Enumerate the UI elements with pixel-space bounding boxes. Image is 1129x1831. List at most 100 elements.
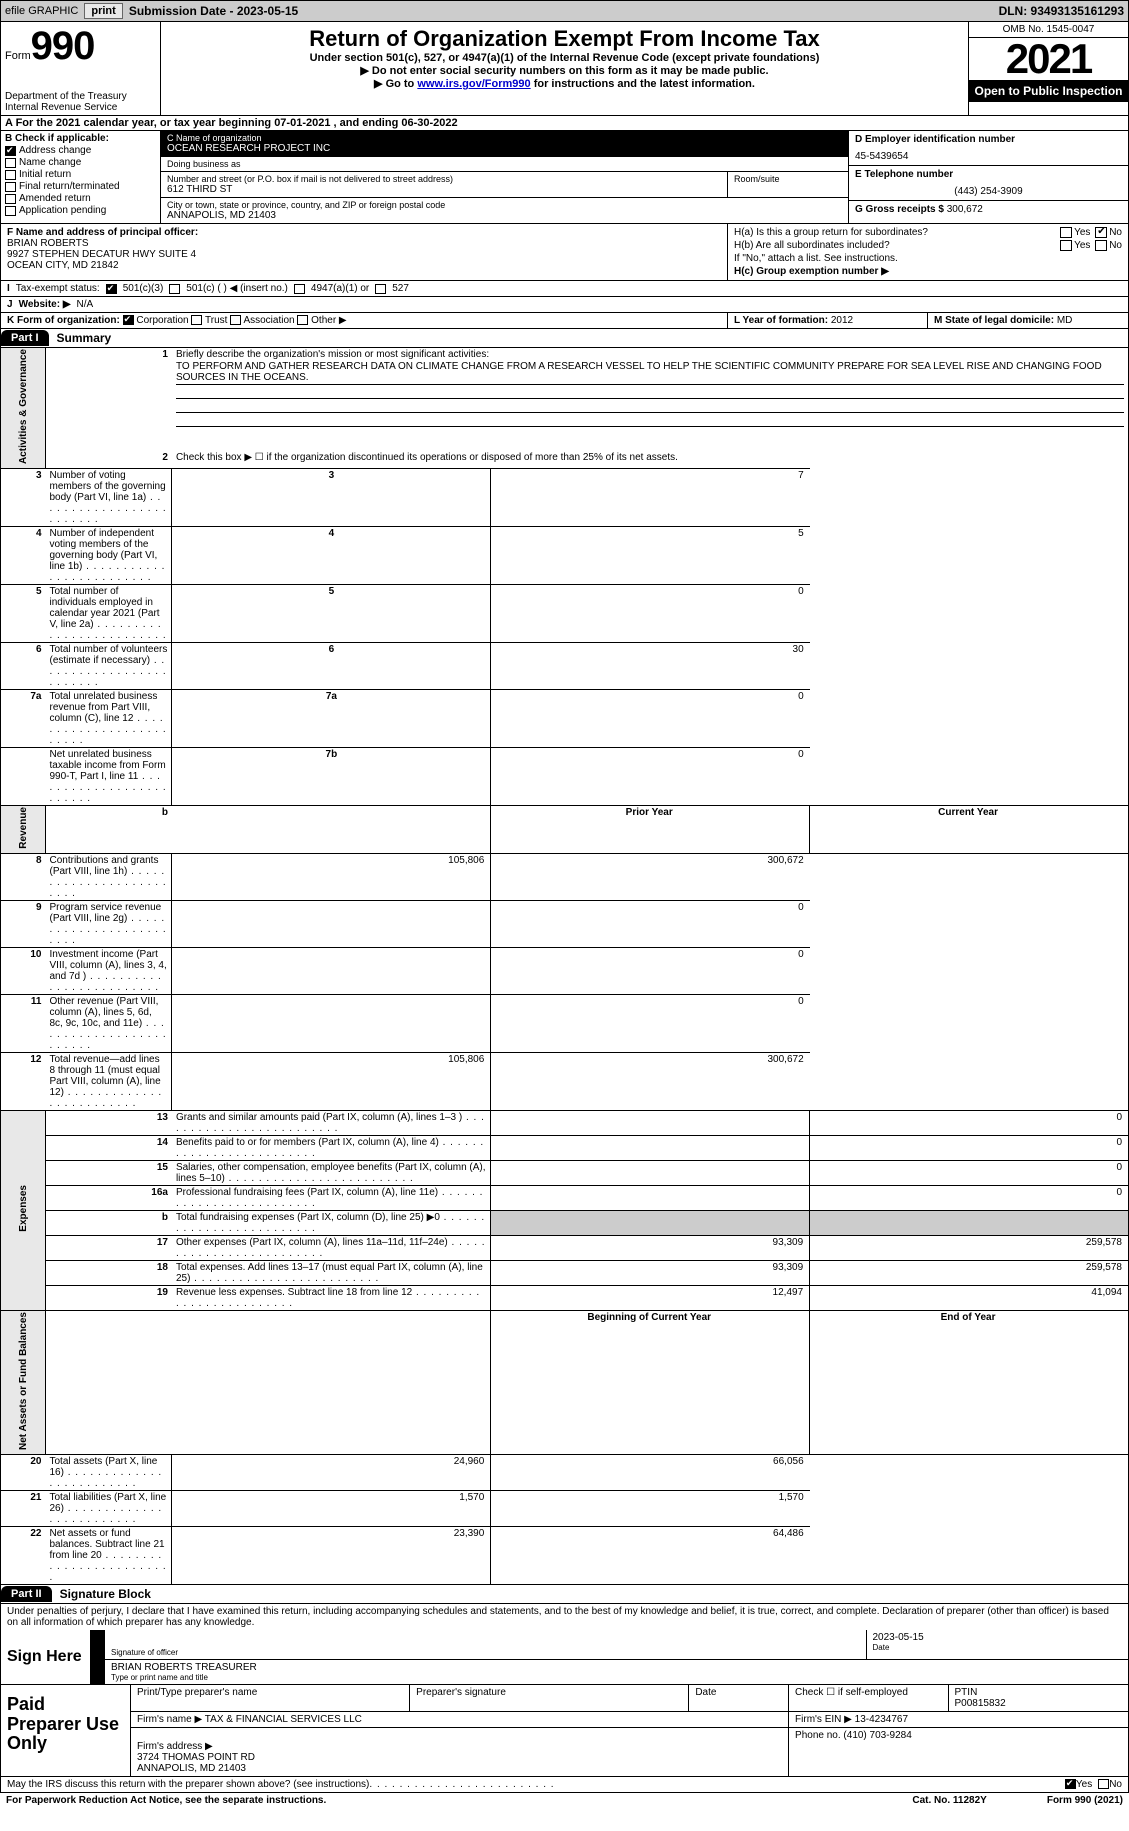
box-b-label: B Check if applicable: (5, 133, 156, 144)
efile-label: efile GRAPHIC (5, 5, 78, 17)
4947-checkbox[interactable] (294, 284, 305, 294)
dba-label: Doing business as (167, 159, 842, 169)
part2-badge: Part II (1, 1586, 52, 1602)
boxb-item-label: Address change (19, 145, 91, 156)
form-header-right: OMB No. 1545-0047 2021 Open to Public In… (968, 22, 1128, 115)
hb-yes-checkbox[interactable] (1060, 240, 1072, 251)
top-bar: efile GRAPHIC print Submission Date - 20… (0, 0, 1129, 22)
hb-no-checkbox[interactable] (1095, 240, 1107, 251)
box-f: F Name and address of principal officer:… (1, 224, 728, 280)
ha-label: H(a) Is this a group return for subordin… (734, 227, 928, 238)
mission-text: TO PERFORM AND GATHER RESEARCH DATA ON C… (176, 360, 1124, 385)
irs-link[interactable]: www.irs.gov/Form990 (417, 78, 530, 90)
527-checkbox[interactable] (375, 284, 386, 294)
pp-check-label: Check ☐ if self-employed (795, 1687, 908, 1698)
sig-date-value: 2023-05-15 (873, 1632, 1123, 1643)
form-subtitle-3: ▶ Go to www.irs.gov/Form990 for instruct… (167, 77, 962, 90)
form-header-center: Return of Organization Exempt From Incom… (161, 22, 968, 115)
section-bcd: B Check if applicable: Address changeNam… (0, 131, 1129, 224)
goto-post: for instructions and the latest informat… (531, 78, 755, 90)
website-label: Website: ▶ (19, 299, 71, 310)
website-value: N/A (77, 299, 94, 310)
hdr-prior: Prior Year (491, 806, 810, 854)
print-button[interactable]: print (84, 3, 122, 19)
box-h: H(a) Is this a group return for subordin… (728, 224, 1128, 280)
city-value: ANNAPOLIS, MD 21403 (167, 210, 842, 221)
opt-corp: Corporation (136, 315, 188, 326)
boxb-item-label: Amended return (19, 193, 91, 204)
summary-table: Activities & Governance 1 Briefly descri… (0, 348, 1129, 1585)
discuss-no-checkbox[interactable] (1098, 1779, 1109, 1789)
corp-checkbox[interactable] (123, 315, 134, 325)
boxb-checkbox[interactable] (5, 158, 16, 168)
boxb-checkbox[interactable] (5, 206, 16, 216)
hdr-boy: Beginning of Current Year (491, 1310, 810, 1454)
part2-title: Signature Block (52, 1585, 159, 1603)
year-formation-value: 2012 (831, 315, 853, 326)
addr-value: 612 THIRD ST (167, 184, 721, 195)
q1-label: Briefly describe the organization's miss… (176, 349, 489, 360)
state-domicile-label: M State of legal domicile: (934, 315, 1054, 326)
sig-date-label: Date (873, 1643, 1123, 1652)
sig-officer-label: Signature of officer (111, 1648, 860, 1657)
q2-text: Check this box ▶ ☐ if the organization d… (172, 451, 1129, 468)
pp-ptin-label: PTIN (955, 1687, 978, 1698)
boxb-checkbox[interactable] (5, 182, 16, 192)
501c3-checkbox[interactable] (106, 284, 117, 294)
firm-name-value: TAX & FINANCIAL SERVICES LLC (205, 1714, 362, 1725)
boxb-item: Amended return (5, 193, 156, 204)
ha-yes-checkbox[interactable] (1060, 227, 1072, 238)
pp-date-label: Date (695, 1687, 716, 1698)
paid-preparer-block: Paid Preparer Use Only Print/Type prepar… (0, 1685, 1129, 1777)
section-fgh: F Name and address of principal officer:… (0, 224, 1129, 281)
firm-phone-label: Phone no. (795, 1730, 841, 1741)
dept-label: Department of the Treasury Internal Reve… (5, 91, 156, 113)
form-title: Return of Organization Exempt From Incom… (167, 26, 962, 52)
hdr-eoy: End of Year (810, 1310, 1129, 1454)
paid-preparer-label: Paid Preparer Use Only (1, 1685, 131, 1776)
ein-label: D Employer identification number (855, 134, 1122, 145)
501c-checkbox[interactable] (169, 284, 180, 294)
footer-final: For Paperwork Reduction Act Notice, see … (0, 1793, 1129, 1808)
boxb-item-label: Final return/terminated (19, 181, 120, 192)
boxb-checkbox[interactable] (5, 146, 16, 156)
trust-checkbox[interactable] (191, 315, 202, 325)
discuss-yes-checkbox[interactable] (1065, 1779, 1076, 1789)
part1-title: Summary (49, 329, 120, 347)
form-word: Form (5, 50, 31, 62)
opt-other: Other ▶ (311, 315, 346, 326)
city-label: City or town, state or province, country… (167, 200, 842, 210)
state-domicile-value: MD (1057, 315, 1073, 326)
other-checkbox[interactable] (297, 315, 308, 325)
boxb-checkbox[interactable] (5, 170, 16, 180)
hc-label: H(c) Group exemption number ▶ (734, 266, 1122, 277)
form-number: 990 (31, 24, 95, 69)
part2-header-row: Part II Signature Block (0, 1585, 1129, 1604)
firm-ein-value: 13-4234767 (855, 1714, 908, 1725)
firm-addr-label: Firm's address ▶ (137, 1741, 213, 1752)
tax-year: 2021 (969, 38, 1128, 80)
goto-pre: ▶ Go to (374, 78, 417, 90)
form-header-left: Form 990 Department of the Treasury Inte… (1, 22, 161, 115)
boxb-item: Final return/terminated (5, 181, 156, 192)
officer-addr2: OCEAN CITY, MD 21842 (7, 260, 721, 271)
form-subtitle-2: ▶ Do not enter social security numbers o… (167, 64, 962, 77)
boxb-checkbox[interactable] (5, 194, 16, 204)
sig-arrow-icon-2 (91, 1660, 105, 1684)
box-d: D Employer identification number 45-5439… (848, 131, 1128, 223)
boxb-item-label: Name change (19, 157, 81, 168)
firm-phone-value: (410) 703-9284 (843, 1730, 911, 1741)
boxb-item: Application pending (5, 205, 156, 216)
form-reference: Form 990 (2021) (1047, 1795, 1123, 1806)
opt-501c3: 501(c)(3) (123, 283, 164, 294)
form-header: Form 990 Department of the Treasury Inte… (0, 22, 1129, 116)
officer-addr1: 9927 STEPHEN DECATUR HWY SUITE 4 (7, 249, 721, 260)
ha-no-checkbox[interactable] (1095, 227, 1107, 238)
firm-name-label: Firm's name ▶ (137, 1714, 202, 1725)
sig-name-label: Type or print name and title (111, 1673, 1122, 1682)
box-c: C Name of organization OCEAN RESEARCH PR… (161, 131, 848, 223)
vtab-ag: Activities & Governance (18, 349, 29, 464)
opt-527: 527 (392, 283, 409, 294)
assoc-checkbox[interactable] (230, 315, 241, 325)
boxb-item-label: Initial return (19, 169, 71, 180)
